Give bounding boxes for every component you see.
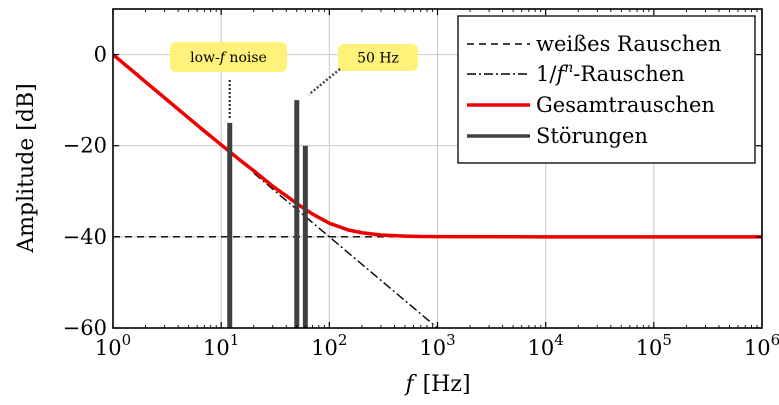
y-axis-label: Amplitude [dB] [14, 83, 39, 253]
legend-label-interference: Störungen [536, 124, 648, 148]
legend: weißes Rauschen 1/fn-Rauschen Gesamtraus… [457, 15, 756, 164]
x-tick-label: 100 [95, 331, 131, 360]
x-tick-label: 101 [203, 331, 239, 360]
x-tick-label: 105 [636, 331, 672, 360]
interference-bars [227, 100, 308, 328]
x-tick-label: 102 [311, 331, 347, 360]
y-tick-label: −60 [63, 316, 107, 340]
axis-ticks: 100 101 102 103 104 105 106 0 −20 −40 −60 [63, 9, 779, 360]
y-tick-label: −20 [63, 134, 107, 158]
x-tick-label: 106 [744, 331, 779, 360]
annotation-box [170, 42, 287, 72]
legend-label-1f-noise: 1/fn-Rauschen [536, 60, 685, 86]
y-tick-label: −40 [63, 225, 107, 249]
legend-box [457, 15, 756, 164]
annotation-label: low-f noise [190, 50, 267, 66]
x-tick-label: 104 [528, 331, 564, 360]
x-axis-unit: [Hz] [423, 372, 471, 397]
x-axis-variable: f [403, 372, 417, 397]
annotations: low-f noise 50 Hz [170, 42, 418, 119]
x-axis-label: f [Hz] [403, 372, 470, 397]
legend-label-total-noise: Gesamtrauschen [536, 93, 715, 117]
annotation-label: 50 Hz [357, 51, 399, 67]
series-1f-noise [253, 172, 438, 328]
y-tick-label: 0 [94, 43, 107, 67]
annotation-pointer [307, 68, 341, 96]
x-tick-label: 103 [419, 331, 455, 360]
legend-label-white-noise: weißes Rauschen [536, 32, 721, 56]
annotation-box [338, 44, 418, 71]
